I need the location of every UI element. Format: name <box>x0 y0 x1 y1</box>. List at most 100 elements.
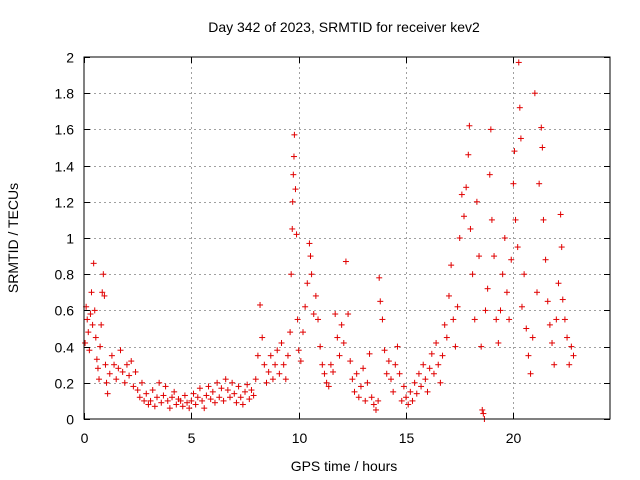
data-point <box>164 397 171 404</box>
data-point <box>357 383 364 390</box>
data-point <box>469 271 476 278</box>
data-point <box>117 347 124 354</box>
data-point <box>98 321 105 328</box>
data-points <box>82 59 577 422</box>
data-point <box>259 334 266 341</box>
data-point <box>315 316 322 323</box>
data-point <box>398 397 405 404</box>
data-point <box>338 321 345 328</box>
data-point <box>439 352 446 359</box>
data-point <box>493 316 500 323</box>
data-point <box>523 325 530 332</box>
data-point <box>205 383 212 390</box>
data-point <box>263 379 270 386</box>
data-point <box>385 358 392 365</box>
data-point <box>366 350 373 357</box>
data-point <box>538 124 545 131</box>
data-point <box>177 397 184 404</box>
data-point <box>145 401 152 408</box>
data-point <box>203 392 210 399</box>
data-point <box>308 271 315 278</box>
data-point <box>340 339 347 346</box>
data-point <box>90 260 97 267</box>
data-point <box>517 135 524 142</box>
data-point <box>100 271 107 278</box>
data-point <box>542 256 549 263</box>
data-point <box>181 392 188 399</box>
data-point <box>106 370 113 377</box>
data-point <box>218 385 225 392</box>
data-point <box>557 211 564 218</box>
data-point <box>123 361 130 368</box>
data-point <box>306 240 313 247</box>
data-point <box>332 311 339 318</box>
data-point <box>111 361 118 368</box>
data-point <box>392 361 399 368</box>
data-point <box>330 368 337 375</box>
data-point <box>319 361 326 368</box>
data-point <box>269 376 276 383</box>
data-point <box>510 180 517 187</box>
data-point <box>495 339 502 346</box>
data-point <box>325 383 332 390</box>
data-point <box>128 358 135 365</box>
data-point <box>149 387 156 394</box>
data-point <box>515 59 522 66</box>
data-point <box>525 352 532 359</box>
data-point <box>307 253 314 260</box>
data-point <box>274 347 281 354</box>
data-point <box>368 394 375 401</box>
data-point <box>299 329 306 336</box>
data-point <box>452 343 459 350</box>
data-point <box>375 397 382 404</box>
data-point <box>360 365 367 372</box>
data-point <box>458 191 465 198</box>
data-point <box>503 289 510 296</box>
data-point <box>115 365 122 372</box>
data-point <box>551 361 558 368</box>
data-point <box>466 122 473 129</box>
data-point <box>290 171 297 178</box>
data-point <box>482 307 489 314</box>
data-point <box>549 339 556 346</box>
data-point <box>479 406 486 413</box>
y-tick-label: 2 <box>66 50 74 66</box>
data-point <box>511 148 518 155</box>
data-point <box>88 289 95 296</box>
data-point <box>252 376 259 383</box>
data-point <box>295 347 302 354</box>
data-point <box>422 376 429 383</box>
data-point <box>231 390 238 397</box>
data-point <box>312 292 319 299</box>
data-point <box>506 316 513 323</box>
data-point <box>390 388 397 395</box>
data-point <box>209 388 216 395</box>
data-point <box>250 392 257 399</box>
data-point <box>284 352 291 359</box>
data-point <box>568 343 575 350</box>
data-point <box>388 376 395 383</box>
data-point <box>132 368 139 375</box>
data-point <box>289 225 296 232</box>
data-point <box>201 405 208 412</box>
data-point <box>293 231 300 238</box>
data-point <box>186 405 193 412</box>
plot-frame <box>83 56 611 420</box>
data-point <box>257 301 264 308</box>
y-tick-label: 1 <box>66 231 74 247</box>
data-point <box>566 361 573 368</box>
data-point <box>435 361 442 368</box>
data-point <box>415 370 422 377</box>
grid-lines <box>84 57 610 419</box>
data-point <box>336 352 343 359</box>
data-point <box>342 258 349 265</box>
data-point <box>104 390 111 397</box>
data-point <box>456 235 463 241</box>
data-point <box>396 370 403 377</box>
data-point <box>501 235 508 241</box>
data-point <box>403 394 410 401</box>
data-point <box>96 376 103 383</box>
data-point <box>244 381 251 388</box>
data-point <box>130 383 137 390</box>
data-point <box>93 356 100 363</box>
